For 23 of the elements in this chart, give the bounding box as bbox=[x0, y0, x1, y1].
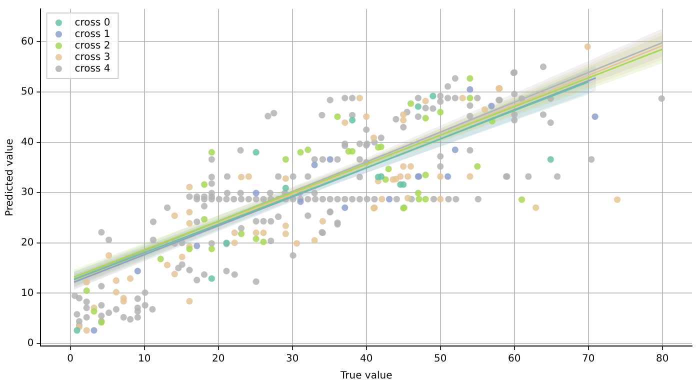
legend-label: cross 2 bbox=[74, 40, 110, 52]
legend-label: cross 3 bbox=[74, 52, 110, 63]
y-tick-label: 0 bbox=[27, 338, 34, 350]
y-tick-label: 40 bbox=[20, 136, 34, 148]
x-tick-label: 50 bbox=[434, 354, 447, 365]
y-axis-title: Predicted value bbox=[4, 138, 16, 216]
x-tick-label: 60 bbox=[508, 354, 521, 365]
x-tick-label: 20 bbox=[212, 354, 225, 365]
y-tick-label: 50 bbox=[20, 86, 34, 98]
y-tick-label: 10 bbox=[20, 288, 34, 299]
x-tick-label: 0 bbox=[67, 354, 74, 365]
x-axis-title: True value bbox=[339, 370, 392, 382]
x-tick-label: 70 bbox=[582, 354, 595, 365]
legend-label: cross 1 bbox=[74, 28, 110, 40]
y-tick-label: 30 bbox=[20, 187, 34, 198]
x-tick-label: 80 bbox=[656, 354, 669, 365]
y-tick-label: 20 bbox=[20, 237, 34, 248]
x-tick-label: 30 bbox=[286, 354, 299, 365]
legend-label: cross 4 bbox=[74, 63, 110, 74]
x-tick-label: 10 bbox=[138, 354, 151, 365]
y-tick-label: 60 bbox=[20, 36, 34, 48]
x-tick-label: 40 bbox=[360, 354, 373, 365]
legend-label: cross 0 bbox=[74, 17, 110, 28]
